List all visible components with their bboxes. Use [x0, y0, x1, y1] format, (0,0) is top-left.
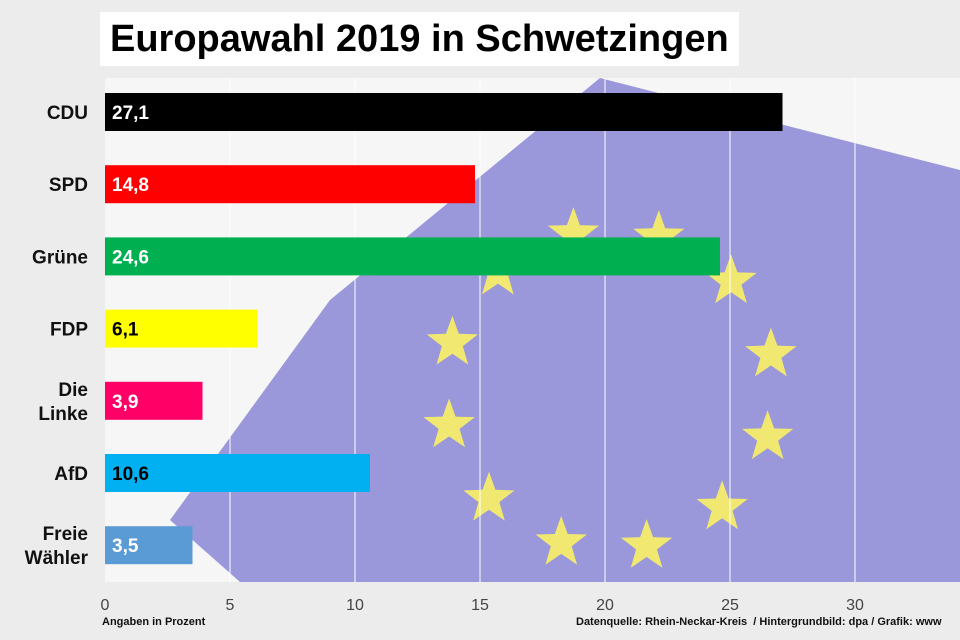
- star-icon: [463, 471, 515, 521]
- x-tick-label: 30: [846, 597, 864, 614]
- category-label: Die: [58, 380, 88, 401]
- star-icon: [745, 327, 797, 377]
- star-icon: [633, 210, 685, 259]
- value-label: 24,6: [112, 247, 149, 268]
- value-label: 3,5: [112, 536, 139, 557]
- source-note: Datenquelle: Rhein-Neckar-Kreis / Hinter…: [576, 616, 942, 628]
- category-label: SPD: [49, 175, 88, 196]
- star-icon: [535, 515, 587, 565]
- x-tick-label: 25: [721, 597, 739, 614]
- category-label: Wähler: [25, 548, 89, 569]
- category-label: Freie: [43, 524, 88, 545]
- bar: [105, 165, 475, 204]
- category-label: FDP: [50, 320, 88, 341]
- value-label: 10,6: [112, 464, 149, 485]
- category-label: Grüne: [32, 247, 88, 268]
- bar: [105, 309, 258, 348]
- value-label: 6,1: [112, 320, 139, 341]
- bar: [105, 237, 720, 276]
- bar: [105, 381, 203, 420]
- x-tick-label: 10: [346, 597, 364, 614]
- bar: [105, 93, 783, 131]
- value-label: 27,1: [112, 103, 149, 124]
- star-icon: [705, 254, 757, 304]
- star-icon: [742, 410, 794, 460]
- x-tick-label: 15: [471, 597, 489, 614]
- category-label: CDU: [47, 103, 88, 124]
- bar: [105, 526, 193, 565]
- star-icon: [696, 480, 748, 530]
- x-tick-label: 0: [101, 597, 110, 614]
- bar: [105, 454, 370, 492]
- star-icon: [426, 315, 478, 365]
- x-tick-label: 20: [596, 597, 614, 614]
- category-label: Linke: [38, 404, 88, 425]
- star-icon: [547, 207, 600, 256]
- chart-title: Europawahl 2019 in Schwetzingen: [100, 12, 739, 66]
- value-label: 3,9: [112, 392, 138, 413]
- x-tick-label: 5: [226, 597, 235, 614]
- category-label: AfD: [54, 464, 88, 485]
- x-axis-label: Angaben in Prozent: [102, 616, 206, 628]
- value-label: 14,8: [112, 175, 149, 196]
- star-icon: [423, 398, 475, 448]
- star-icon: [620, 519, 673, 568]
